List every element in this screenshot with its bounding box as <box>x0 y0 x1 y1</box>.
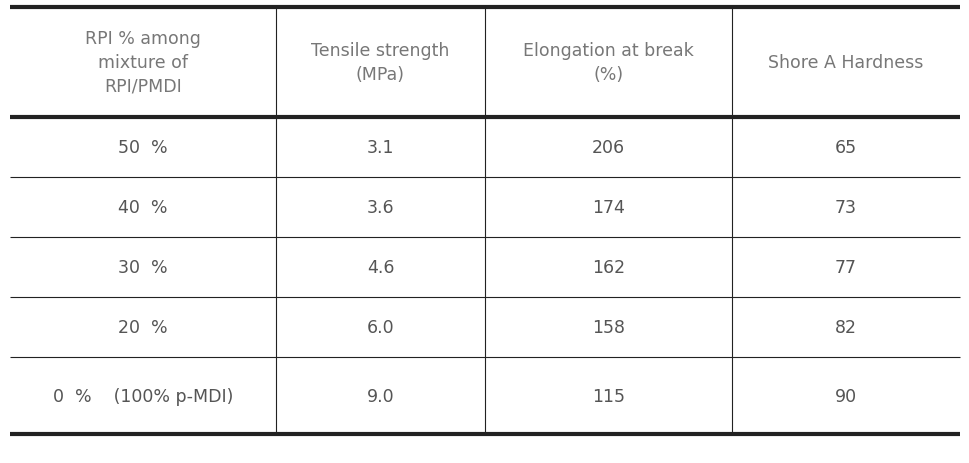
Text: 162: 162 <box>591 258 624 276</box>
Text: 30  %: 30 % <box>118 258 168 276</box>
Text: 206: 206 <box>591 139 624 156</box>
Text: Tensile strength
(MPa): Tensile strength (MPa) <box>311 42 450 84</box>
Text: 82: 82 <box>834 319 857 336</box>
Text: 115: 115 <box>591 387 624 405</box>
Text: 6.0: 6.0 <box>366 319 394 336</box>
Text: 50  %: 50 % <box>118 139 168 156</box>
Text: 77: 77 <box>834 258 857 276</box>
Text: RPI % among
mixture of
RPI/PMDI: RPI % among mixture of RPI/PMDI <box>85 31 201 95</box>
Text: 73: 73 <box>834 199 857 217</box>
Text: 0  %    (100% p-MDI): 0 % (100% p-MDI) <box>52 387 233 405</box>
Text: 9.0: 9.0 <box>366 387 394 405</box>
Text: 65: 65 <box>834 139 857 156</box>
Text: Shore A Hardness: Shore A Hardness <box>767 54 922 72</box>
Text: 40  %: 40 % <box>118 199 168 217</box>
Text: 20  %: 20 % <box>118 319 168 336</box>
Text: 4.6: 4.6 <box>366 258 393 276</box>
Text: 3.1: 3.1 <box>366 139 393 156</box>
Text: 3.6: 3.6 <box>366 199 394 217</box>
Text: 174: 174 <box>591 199 624 217</box>
Text: 158: 158 <box>591 319 624 336</box>
Text: 90: 90 <box>834 387 857 405</box>
Text: Elongation at break
(%): Elongation at break (%) <box>522 42 693 84</box>
